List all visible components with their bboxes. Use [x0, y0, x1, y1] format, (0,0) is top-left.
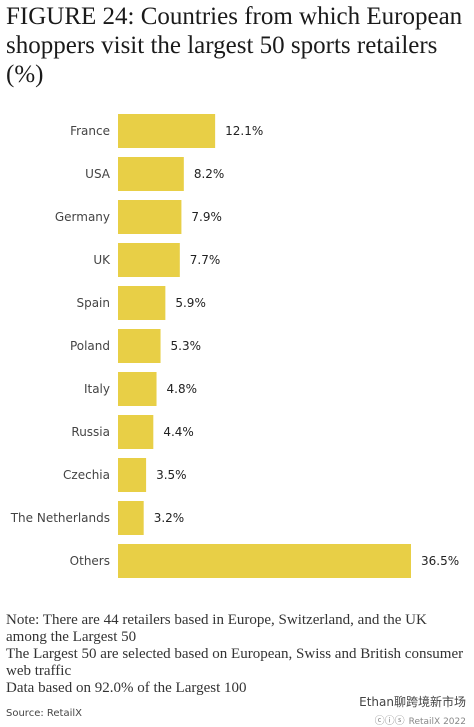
- note-line: Note: There are 44 retailers based in Eu…: [6, 612, 427, 645]
- category-label: UK: [93, 253, 111, 267]
- bar-czechia: [118, 458, 147, 492]
- note-line: The Largest 50 are selected based on Eur…: [6, 646, 464, 679]
- note-line: Data based on 92.0% of the Largest 100: [6, 680, 247, 696]
- bar-others: [118, 544, 411, 578]
- watermark: Ethan聊跨境新市场 ⓒⓘⓢ RetailX 2022: [359, 693, 466, 727]
- value-label: 3.2%: [154, 511, 185, 525]
- value-label: 4.8%: [167, 382, 198, 396]
- category-label: Poland: [70, 339, 110, 353]
- bar-germany: [118, 200, 182, 234]
- value-label: 12.1%: [225, 124, 263, 138]
- category-label: Russia: [71, 425, 110, 439]
- bar-france: [118, 114, 216, 148]
- creative-commons-icon: ⓒⓘⓢ: [374, 716, 405, 727]
- category-label: Others: [70, 554, 110, 568]
- bar-chart: France 12.1% USA 8.2% Germany 7.9% UK 7.7% Spain…: [10, 114, 459, 578]
- chart-title: FIGURE 24: Countries from which European…: [6, 3, 463, 88]
- category-label: Germany: [55, 210, 110, 224]
- watermark-sub: RetailX 2022: [408, 717, 466, 727]
- watermark-text: Ethan聊跨境新市场: [359, 695, 466, 709]
- value-label: 36.5%: [421, 554, 459, 568]
- category-label: USA: [85, 167, 111, 181]
- category-label: Spain: [76, 296, 110, 310]
- source-label: Source: RetailX: [6, 708, 83, 719]
- value-label: 5.3%: [171, 339, 202, 353]
- bar-russia: [118, 415, 154, 449]
- category-label: Czechia: [63, 468, 110, 482]
- value-label: 7.7%: [190, 253, 221, 267]
- value-label: 7.9%: [191, 210, 222, 224]
- chart-notes: Note: There are 44 retailers based in Eu…: [6, 612, 468, 697]
- bar-spain: [118, 286, 166, 320]
- bar-the-netherlands: [118, 501, 144, 535]
- bars-group: France 12.1% USA 8.2% Germany 7.9% UK 7.7% Spain…: [10, 114, 459, 578]
- bar-uk: [118, 243, 180, 277]
- bar-italy: [118, 372, 157, 406]
- value-label: 8.2%: [194, 167, 225, 181]
- value-label: 5.9%: [175, 296, 206, 310]
- category-label: France: [70, 124, 110, 138]
- bar-usa: [118, 157, 184, 191]
- category-label: The Netherlands: [10, 511, 110, 525]
- bar-poland: [118, 329, 161, 363]
- value-label: 3.5%: [156, 468, 187, 482]
- value-label: 4.4%: [163, 425, 194, 439]
- category-label: Italy: [84, 382, 110, 396]
